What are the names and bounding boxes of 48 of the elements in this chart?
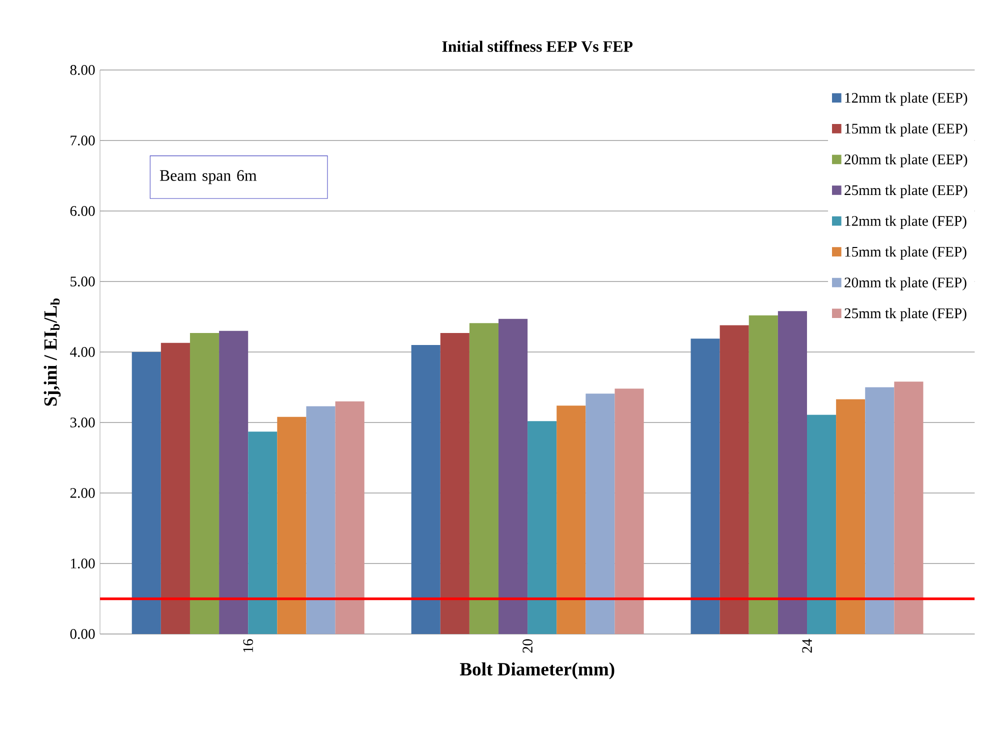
chart-title: Initial stiffness EEP Vs FEP <box>442 40 633 52</box>
bar <box>190 332 220 634</box>
y-tick-label: 7.00 <box>70 136 95 146</box>
x-tick-label: 20 <box>522 639 532 653</box>
y-tick-label: 8.00 <box>70 65 95 75</box>
bar <box>836 399 866 634</box>
y-tick-label: 6.00 <box>70 206 95 216</box>
legend-label: 20mm tk plate (FEP) <box>844 277 966 290</box>
legend-label: 20mm tk plate (EEP) <box>844 154 968 168</box>
bar <box>690 338 720 634</box>
bar <box>720 325 749 634</box>
legend-label: 25mm tk plate (FEP) <box>844 308 966 322</box>
bar <box>440 332 470 634</box>
legend-label: 25mm tk plate (EEP) <box>844 184 968 198</box>
bar <box>748 315 778 634</box>
bar <box>778 311 808 634</box>
x-tick-label: 24 <box>802 638 812 653</box>
bar <box>219 330 248 634</box>
bar <box>132 352 161 634</box>
y-tick-label: 1.00 <box>71 558 95 568</box>
bar <box>160 342 190 634</box>
y-tick-label: 2.00 <box>70 488 95 498</box>
bar <box>498 318 528 634</box>
annotation: Beam span 6m <box>160 170 257 184</box>
bar <box>248 432 278 634</box>
y-tick-label: 5.00 <box>70 276 95 286</box>
bar <box>586 394 615 634</box>
y-axis-title: Sj,ini / EI$_{b}$/L$_{b}$ <box>44 298 61 406</box>
bar <box>528 421 557 634</box>
bar <box>306 406 336 634</box>
y-tick-label: 4.00 <box>70 347 95 357</box>
y-tick-label: 0.00 <box>70 629 95 639</box>
legend-label: 15mm tk plate (EEP) <box>845 123 968 137</box>
bar <box>614 388 644 634</box>
x-axis-title: Bolt Diameter(mm) <box>460 662 614 680</box>
bar <box>556 406 586 634</box>
legend-label: 15mm tk plate (FEP) <box>845 246 966 260</box>
bar <box>469 323 498 634</box>
bar <box>807 414 836 634</box>
y-tick-label: 3.00 <box>70 418 95 428</box>
bar <box>894 382 924 634</box>
x-tick-label: 16 <box>243 639 254 652</box>
bar <box>865 387 894 634</box>
legend-label: 12mm tk plate (FEP) <box>845 216 966 229</box>
legend-label: 12mm tk plate (EEP) <box>845 92 968 106</box>
bar <box>411 344 440 634</box>
bar <box>335 401 364 634</box>
bar <box>277 416 306 634</box>
